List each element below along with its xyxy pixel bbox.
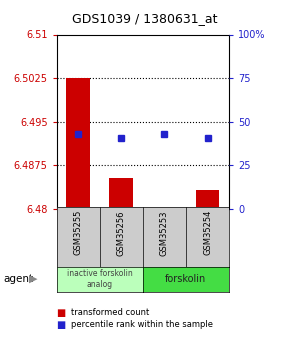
Text: transformed count: transformed count — [71, 308, 149, 317]
Text: forskolin: forskolin — [165, 274, 206, 284]
Bar — [196, 190, 220, 209]
Bar — [66, 78, 90, 209]
Text: ▶: ▶ — [29, 274, 38, 284]
Bar — [153, 207, 176, 209]
Text: GSM35253: GSM35253 — [160, 210, 169, 256]
Text: ■: ■ — [57, 308, 66, 318]
Bar — [109, 178, 133, 209]
Text: ■: ■ — [57, 320, 66, 330]
Text: GSM35256: GSM35256 — [117, 210, 126, 256]
Text: GDS1039 / 1380631_at: GDS1039 / 1380631_at — [72, 12, 218, 25]
Text: GSM35254: GSM35254 — [203, 210, 212, 255]
Text: percentile rank within the sample: percentile rank within the sample — [71, 321, 213, 329]
Text: GSM35255: GSM35255 — [74, 210, 83, 255]
Text: agent: agent — [3, 274, 33, 284]
Text: inactive forskolin
analog: inactive forskolin analog — [67, 269, 133, 289]
